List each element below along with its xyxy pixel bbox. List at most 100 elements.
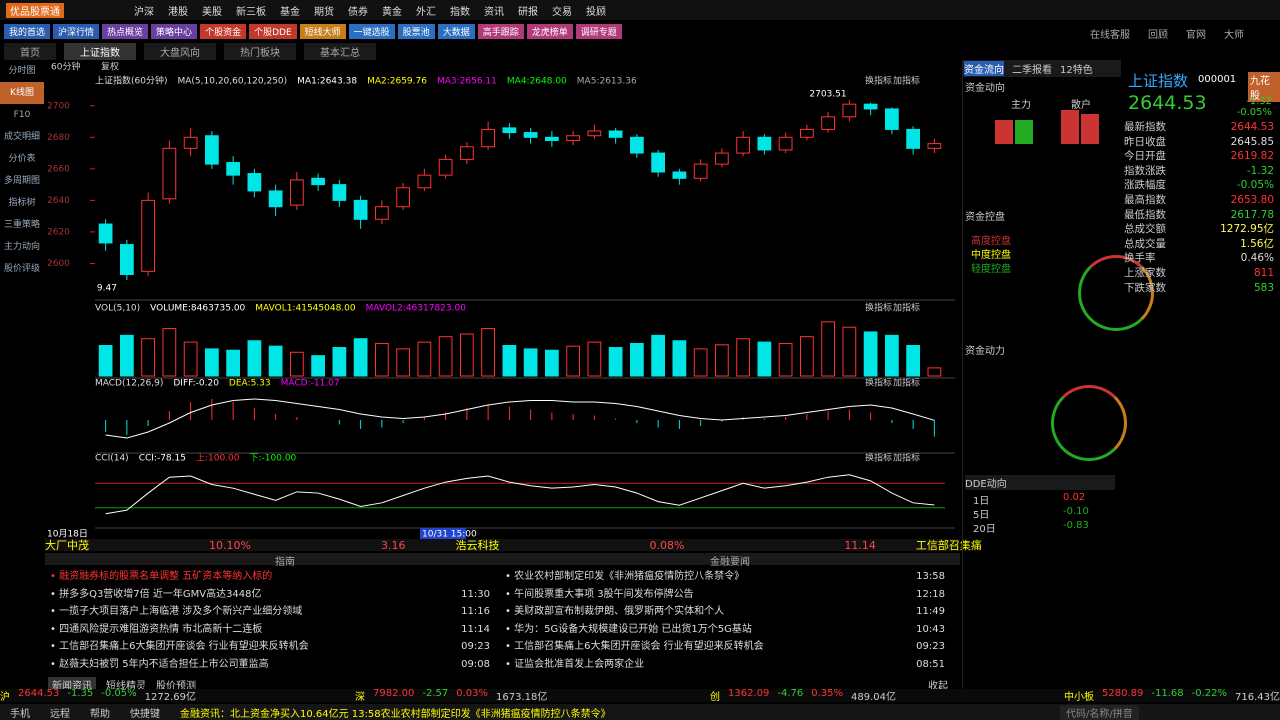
tool-button[interactable]: 加指标	[893, 377, 920, 389]
news-title[interactable]: • 四通风险提示难阻游资热情 市北高新十二连板	[50, 623, 263, 635]
menu-item[interactable]: 投顾	[586, 6, 606, 18]
quote-label: 下跌家数	[1124, 281, 1166, 294]
candle-body	[247, 173, 262, 192]
quote-value: -0.05%	[1236, 179, 1274, 192]
volume-bar	[247, 340, 262, 377]
candle-body	[842, 103, 857, 118]
toolbar-button[interactable]: 沪深行情	[53, 24, 100, 39]
tab[interactable]: 基本汇总	[304, 42, 376, 60]
news-title[interactable]: • 拼多多Q3营收增7倍 近一年GMV高达3448亿	[50, 588, 262, 600]
menu-item[interactable]: 美股	[202, 6, 222, 18]
toolbar-link[interactable]: 在线客服	[1090, 30, 1130, 41]
toolbar-button[interactable]: 短线大师	[299, 24, 346, 39]
news-tab[interactable]: 股价预测	[156, 681, 196, 692]
tab[interactable]: 首页	[4, 42, 56, 60]
sidebar-item[interactable]: 三重策略	[3, 220, 40, 230]
menu-item[interactable]: 港股	[168, 6, 188, 18]
menu-item[interactable]: 新三板	[236, 6, 266, 18]
tool-button[interactable]: 换指标	[865, 452, 892, 464]
toolbar-button[interactable]: 股票池	[397, 24, 435, 39]
news-tab[interactable]: 短线精灵	[106, 681, 146, 692]
news-tab[interactable]: 新闻资讯	[48, 677, 96, 692]
news-title[interactable]: • 融资融券标的股票名单调整 五矿资本等纳入标的	[50, 571, 273, 582]
toolbar-button[interactable]: 个股资金	[200, 24, 247, 39]
news-title[interactable]: • 一揽子大项目落户上海临港 涉及多个新兴产业细分领域	[50, 606, 303, 617]
quote-name: 上证指数	[1128, 72, 1189, 90]
sidebar-item[interactable]: 分时图	[8, 66, 36, 76]
news-title[interactable]: • 工信部召集痛上6大集团开座谈会 行业有望迎来反转机会	[50, 641, 309, 652]
toolbar-link[interactable]: 官网	[1186, 30, 1206, 41]
menu-item[interactable]: 外汇	[416, 6, 436, 18]
indicator-label: 下:-100.00	[250, 454, 297, 464]
toolbar-button[interactable]: 调研专题	[575, 24, 622, 39]
retail-label: 散户	[1071, 100, 1091, 111]
quote-panel: 上证指数 000001 九花股 2644.53 -1.32 -0.05% 最新指数 2644.…	[1122, 60, 1280, 680]
fund-tab[interactable]: 二季报看	[1012, 65, 1052, 76]
status-button[interactable]: 远程	[50, 708, 70, 720]
search-box[interactable]: 代码/名称/拼音	[1060, 704, 1139, 720]
indicator-label: CCI:-78.15	[139, 454, 186, 464]
sidebar-item[interactable]: 多周期图	[3, 176, 40, 186]
tool-button[interactable]: 加指标	[893, 302, 920, 314]
candle-body	[608, 130, 623, 138]
toolbar-button[interactable]: 龙虎榜单	[526, 24, 573, 39]
toolbar-button[interactable]: 我的首选	[4, 24, 51, 39]
menu-item[interactable]: 期货	[314, 6, 334, 18]
fund-tab[interactable]: 资金流向	[964, 61, 1004, 76]
tool-button[interactable]: 加指标	[893, 452, 920, 464]
toolbar-link[interactable]: 回顾	[1148, 30, 1168, 41]
menu-item[interactable]: 沪深	[134, 6, 154, 18]
sidebar-item[interactable]: F10	[13, 110, 31, 120]
menu-item[interactable]: 基金	[280, 6, 300, 18]
index-field: 创	[710, 692, 720, 703]
menu-item[interactable]: 指数	[450, 6, 470, 18]
menu-item[interactable]: 研报	[518, 6, 538, 18]
index-group: 中小板 5280.89 -11.68 -0.22% 716.43亿	[1064, 688, 1280, 703]
tab[interactable]: 上证指数	[64, 42, 136, 60]
status-button[interactable]: 快捷键	[130, 708, 160, 720]
news-title[interactable]: • 华为：5G设备大规模建设已开始 已出货1万个5G基站	[505, 623, 752, 635]
top-bar: 优品股票通 沪深 港股 美股 新三板 基金 期货 债券 黄金 外汇 指数 资讯 研报 交易 投顾	[0, 0, 1280, 20]
menu-item[interactable]: 交易	[552, 6, 572, 18]
tool-button[interactable]: 换指标	[865, 302, 892, 314]
news-title[interactable]: • 证监会批准首发上会两家企业	[505, 658, 645, 670]
news-title[interactable]: • 美财政部宣布制裁伊朗、俄罗斯两个实体和个人	[505, 606, 725, 617]
toolbar-button[interactable]: 大数据	[437, 24, 475, 39]
toolbar-link[interactable]: 大师	[1224, 30, 1244, 41]
sidebar-item[interactable]: 指标树	[8, 198, 36, 208]
gauge	[1051, 385, 1127, 461]
toolbar-button[interactable]: 策略中心	[151, 24, 198, 39]
news-title[interactable]: • 赵薇夫妇被罚 5年内不适合担任上市公司董监高	[50, 658, 269, 670]
menu-item[interactable]: 资讯	[484, 6, 504, 18]
sidebar-item[interactable]: 成交明细	[3, 132, 40, 142]
toolbar-button[interactable]: 个股DDE	[249, 24, 297, 39]
status-button[interactable]: 手机	[10, 708, 30, 720]
quote-row: 下跌家数 583	[1124, 281, 1274, 296]
tool-button[interactable]: 加指标	[893, 75, 920, 87]
sidebar-item[interactable]: 主力动向	[3, 242, 40, 252]
tab[interactable]: 大盘风向	[144, 42, 216, 60]
tool-button[interactable]: 换指标	[865, 75, 892, 87]
menu-item[interactable]: 债券	[348, 6, 368, 18]
volume-bar	[183, 341, 198, 377]
tool-button[interactable]: 换指标	[865, 377, 892, 389]
sidebar-item[interactable]: K线图	[0, 82, 44, 104]
index-field: 0.35%	[811, 688, 844, 699]
fund-tab[interactable]: 12特色	[1060, 65, 1093, 76]
toolbar-button[interactable]: 高手跟踪	[477, 24, 524, 39]
menu-item[interactable]: 黄金	[382, 6, 402, 18]
sidebar-item[interactable]: 分价表	[8, 154, 36, 164]
index-field: 1362.09	[728, 688, 770, 699]
scroll-news: 金融资讯：北上资金净买入10.64亿元 13:58农业农村部制定印发《非洲猪瘟疫…	[180, 708, 611, 720]
news-title[interactable]: • 农业农村部制定印发《非洲猪瘟疫情防控八条禁令》	[505, 571, 745, 582]
collapse[interactable]: 收起	[928, 681, 948, 692]
status-button[interactable]: 帮助	[90, 708, 110, 720]
volume-bar	[715, 344, 729, 377]
toolbar-button[interactable]: 一键选股	[348, 24, 395, 39]
tab[interactable]: 热门板块	[224, 42, 296, 60]
toolbar-button[interactable]: 热点概览	[102, 24, 149, 39]
news-title[interactable]: • 工信部召集痛上6大集团开座谈会 行业有望迎来反转机会	[505, 641, 764, 652]
news-title[interactable]: • 午间股票重大事项 3股午间发布停牌公告	[505, 588, 694, 600]
sidebar-item[interactable]: 股价评级	[3, 264, 40, 274]
volume-bar	[757, 341, 772, 377]
